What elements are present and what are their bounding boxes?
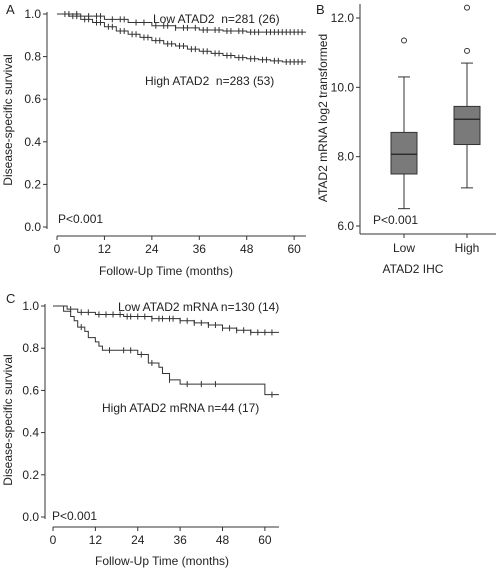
panel-b-x-tick-label: Low <box>393 241 415 255</box>
panel-b-outlier <box>464 47 470 54</box>
x-axis-label-c: Follow-Up Time (months) <box>95 554 229 568</box>
panel-a-y-tick-label: 0.4 <box>24 135 41 149</box>
panel-label-c: C <box>6 291 15 306</box>
panel-a-x-tick-label: 24 <box>145 242 159 256</box>
p-value-c: P<0.001 <box>52 509 97 523</box>
panel-c-y-tick-label: 0.4 <box>22 426 39 440</box>
p-value-b: P<0.001 <box>373 213 418 227</box>
panel-label-a: A <box>6 2 15 17</box>
panel-b-outlier <box>464 4 470 11</box>
panel-b-box-high <box>453 105 481 146</box>
panel-b-y-tick-label: 8.0 <box>337 150 354 164</box>
panel-a-x-tick-label: 48 <box>240 242 254 256</box>
y-axis-label-b: ATAD2 mRNA log2 transformed <box>316 34 330 202</box>
panel-c-x-tick-label: 24 <box>131 533 145 547</box>
panel-a-y-tick-label: 0.6 <box>24 92 41 106</box>
panel-a-series-2-curve <box>57 13 306 63</box>
panel-a-y-tick-label: 0.2 <box>24 177 41 191</box>
panel-c-y-tick-label: 0.6 <box>22 383 39 397</box>
panel-c-series-2-curve <box>53 305 279 396</box>
panel-a-x-tick-label: 60 <box>287 242 301 256</box>
panel-c-y-tick-label: 0.2 <box>22 468 39 482</box>
panel-c-y-tick-label: 0.0 <box>22 510 39 524</box>
panel-c-plot: 0.0 0.2 0.4 0.6 0.8 1.0 0 12 24 36 48 60 <box>22 299 279 547</box>
panel-a-x-tick-label: 12 <box>98 242 112 256</box>
panel-c-x-tick-label: 0 <box>50 533 57 547</box>
panel-c-x-tick-label: 12 <box>89 533 103 547</box>
panel-b-x-tick-label: High <box>455 241 480 255</box>
panel-label-b: B <box>316 2 325 17</box>
panel-b-outlier <box>401 37 407 44</box>
panel-a-x-tick-label: 0 <box>54 242 61 256</box>
panel-b-box-low <box>390 131 418 175</box>
panel-a-y-tick-label: 0.8 <box>24 50 41 64</box>
panel-c-y-tick-label: 0.8 <box>22 341 39 355</box>
y-axis-label-c: Disease-specific survival <box>1 354 15 485</box>
panel-b-y-tick-label: 10.0 <box>331 80 355 94</box>
legend-low-atad2-mrna: Low ATAD2 mRNA n=130 (14) <box>118 300 279 314</box>
panel-a-y-tick-label: 1.0 <box>24 7 41 21</box>
legend-high-atad2: High ATAD2 n=283 (53) <box>145 74 274 88</box>
panel-a: A 0.0 0.2 0.4 0.6 0.8 1.0 0 12 24 36 48 60 Low ATAD… <box>1 2 306 278</box>
y-axis-label-a: Disease-specific survival <box>1 54 15 185</box>
panel-a-plot: 0.0 0.2 0.4 0.6 0.8 1.0 0 12 24 36 48 60 <box>24 7 306 256</box>
panel-a-x-tick-label: 36 <box>193 242 207 256</box>
x-axis-label-a: Follow-Up Time (months) <box>99 264 233 278</box>
x-axis-label-b: ATAD2 IHC <box>383 262 444 276</box>
panel-b-y-tick-label: 12.0 <box>331 11 355 25</box>
panel-b-y-tick-label: 6.0 <box>337 219 354 233</box>
panel-c-x-tick-label: 36 <box>173 533 187 547</box>
panel-c-x-tick-label: 60 <box>258 533 272 547</box>
panel-b-plot: 6.0 8.0 10.0 12.0 Low High <box>331 4 496 255</box>
legend-low-atad2: Low ATAD2 n=281 (26) <box>153 12 280 26</box>
p-value-a: P<0.001 <box>58 212 103 226</box>
legend-high-atad2-mrna: High ATAD2 mRNA n=44 (17) <box>102 401 259 415</box>
panel-c: C 0.0 0.2 0.4 0.6 0.8 1.0 0 12 24 36 48 60 Low ATAD… <box>1 291 279 568</box>
panel-c-y-tick-label: 1.0 <box>22 299 39 313</box>
panel-b: B 6.0 8.0 10.0 12.0 Low High P<0.001 ATAD2 IH… <box>316 2 496 276</box>
panel-c-x-tick-label: 48 <box>216 533 230 547</box>
panel-a-y-tick-label: 0.0 <box>24 220 41 234</box>
